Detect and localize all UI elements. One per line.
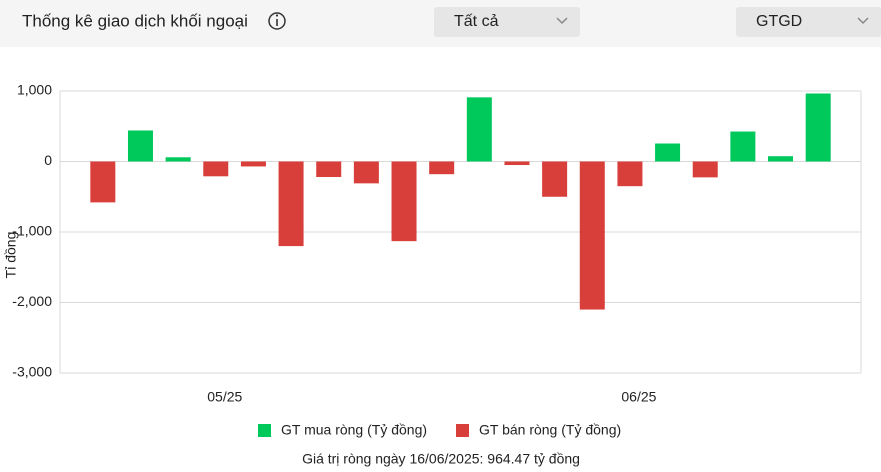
bar [165,157,191,162]
bar [316,161,342,178]
bar [805,93,831,162]
legend-swatch [456,424,469,437]
metric-dropdown[interactable]: GTGD [736,7,881,37]
y-tick-label: -1,000 [12,223,52,239]
bar [504,161,530,166]
page-title: Thống kê giao dịch khối ngoại [22,11,248,30]
metric-value: GTGD [756,13,802,30]
info-icon[interactable] [268,12,286,30]
bar [240,161,266,167]
legend-swatch [258,424,271,437]
bar [466,97,492,162]
bar [579,161,605,310]
x-tick-label: 06/25 [621,389,656,405]
y-tick-label: 0 [44,152,52,168]
x-tick-label: 05/25 [207,389,242,405]
y-tick-label: -2,000 [12,293,52,309]
bar [692,161,718,178]
bar [353,161,379,184]
bar [655,143,681,162]
bar [90,161,116,203]
bar [127,130,153,162]
bar [429,161,455,175]
filter-value: Tất cả [454,13,499,30]
y-axis-label: Tỉ đồng [3,232,19,279]
bar [542,161,568,197]
bar [730,131,756,162]
legend-label: GT mua ròng (Tỷ đồng) [281,422,427,438]
legend-label: GT bán ròng (Tỷ đồng) [479,422,621,438]
bar [391,161,417,242]
y-tick-label: -3,000 [12,364,52,380]
filter-dropdown[interactable]: Tất cả [434,7,580,37]
bar [768,156,794,162]
footer-note: Giá trị ròng ngày 16/06/2025: 964.47 tỷ … [302,451,580,467]
bar [617,161,643,187]
bar [278,161,304,247]
bar [203,161,229,177]
y-tick-label: 1,000 [17,82,52,98]
